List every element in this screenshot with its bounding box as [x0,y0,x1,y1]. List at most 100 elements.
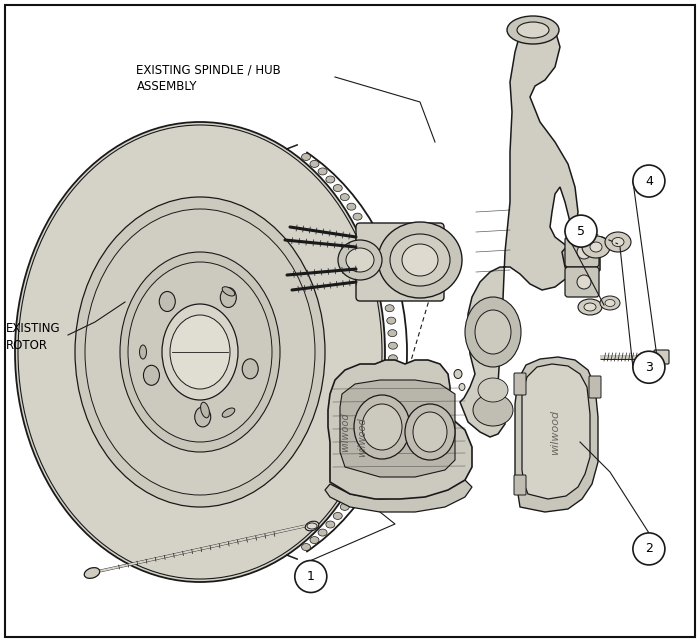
Ellipse shape [577,275,591,289]
Ellipse shape [162,304,238,400]
Ellipse shape [340,194,349,201]
Ellipse shape [475,310,511,354]
Ellipse shape [160,291,175,311]
Ellipse shape [353,213,362,220]
Text: wilwood: wilwood [340,412,350,452]
Circle shape [565,215,597,247]
Text: 4: 4 [645,175,653,187]
FancyBboxPatch shape [589,376,601,398]
Ellipse shape [465,297,521,367]
Circle shape [633,351,665,383]
Ellipse shape [507,16,559,44]
Text: 3: 3 [645,361,653,374]
Ellipse shape [347,494,356,501]
Ellipse shape [380,417,389,424]
Text: 5: 5 [577,225,585,238]
FancyBboxPatch shape [654,350,669,364]
Ellipse shape [222,287,235,296]
Ellipse shape [195,407,211,427]
Polygon shape [515,357,598,512]
Ellipse shape [338,240,382,280]
Ellipse shape [578,299,602,315]
Ellipse shape [364,234,373,241]
Polygon shape [325,480,472,512]
Ellipse shape [318,529,327,536]
Ellipse shape [353,484,362,491]
Ellipse shape [139,345,146,359]
Ellipse shape [390,234,450,286]
Ellipse shape [373,440,382,447]
Ellipse shape [389,355,398,362]
Ellipse shape [144,365,160,385]
Ellipse shape [459,383,465,390]
Ellipse shape [383,293,392,299]
Ellipse shape [222,408,235,417]
Ellipse shape [517,22,549,38]
Ellipse shape [128,262,272,442]
Ellipse shape [85,209,315,495]
Polygon shape [328,360,472,499]
Ellipse shape [305,521,318,531]
Ellipse shape [612,238,624,247]
Ellipse shape [220,288,237,308]
Ellipse shape [369,452,378,458]
Ellipse shape [346,248,374,272]
Ellipse shape [242,359,258,379]
Text: wilwood: wilwood [357,417,367,457]
Ellipse shape [170,315,230,389]
Ellipse shape [478,378,508,402]
Ellipse shape [302,544,311,551]
Polygon shape [340,380,455,477]
Ellipse shape [373,257,382,264]
Ellipse shape [405,404,455,460]
Ellipse shape [402,244,438,276]
Ellipse shape [388,367,397,374]
Ellipse shape [584,303,596,311]
FancyBboxPatch shape [356,223,444,301]
Ellipse shape [413,412,447,452]
Ellipse shape [590,242,602,252]
Ellipse shape [120,252,280,452]
FancyBboxPatch shape [565,237,599,267]
Ellipse shape [385,305,394,312]
Ellipse shape [387,317,395,324]
Ellipse shape [326,521,335,528]
Text: 2: 2 [645,542,653,555]
Ellipse shape [377,268,386,275]
Circle shape [295,560,327,593]
Ellipse shape [582,236,610,258]
Ellipse shape [387,380,395,387]
Ellipse shape [380,281,389,288]
Text: 1: 1 [307,570,315,583]
Ellipse shape [15,122,385,582]
FancyBboxPatch shape [565,267,599,297]
Ellipse shape [84,568,100,578]
Text: EXISTING SPINDLE / HUB
ASSEMBLY: EXISTING SPINDLE / HUB ASSEMBLY [136,64,281,93]
Ellipse shape [378,222,462,298]
Polygon shape [522,364,590,499]
Ellipse shape [454,370,462,379]
Ellipse shape [354,395,410,459]
Ellipse shape [326,176,335,183]
Ellipse shape [362,404,402,450]
Text: EXISTING
ROTOR: EXISTING ROTOR [6,322,60,352]
Ellipse shape [605,232,631,252]
Ellipse shape [369,245,378,252]
Ellipse shape [473,394,513,426]
Ellipse shape [333,512,342,519]
Ellipse shape [302,153,311,160]
Ellipse shape [364,463,373,470]
Ellipse shape [577,245,591,259]
Ellipse shape [310,537,319,544]
Ellipse shape [600,296,620,310]
Ellipse shape [201,402,209,418]
Circle shape [633,533,665,565]
Ellipse shape [347,203,356,210]
Ellipse shape [75,197,325,507]
Circle shape [633,165,665,197]
Ellipse shape [389,342,398,349]
Ellipse shape [333,184,342,191]
Ellipse shape [359,223,368,230]
Ellipse shape [318,168,327,175]
Text: wilwood: wilwood [550,410,560,455]
